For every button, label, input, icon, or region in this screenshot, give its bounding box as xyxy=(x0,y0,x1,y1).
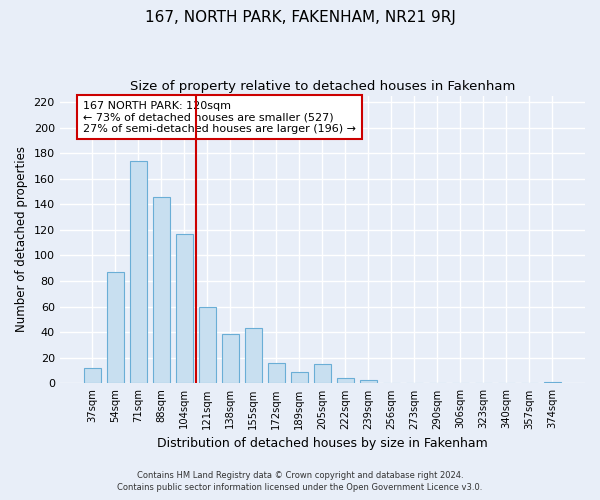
Title: Size of property relative to detached houses in Fakenham: Size of property relative to detached ho… xyxy=(130,80,515,93)
Bar xyxy=(544,382,561,384)
Bar xyxy=(199,306,216,384)
Bar xyxy=(245,328,262,384)
Bar xyxy=(337,378,354,384)
Text: Contains HM Land Registry data © Crown copyright and database right 2024.
Contai: Contains HM Land Registry data © Crown c… xyxy=(118,471,482,492)
Bar xyxy=(221,334,239,384)
Bar xyxy=(130,161,147,384)
Y-axis label: Number of detached properties: Number of detached properties xyxy=(15,146,28,332)
Bar xyxy=(360,380,377,384)
Bar xyxy=(268,363,285,384)
Bar xyxy=(107,272,124,384)
Bar xyxy=(314,364,331,384)
Bar xyxy=(290,372,308,384)
Bar xyxy=(152,196,170,384)
X-axis label: Distribution of detached houses by size in Fakenham: Distribution of detached houses by size … xyxy=(157,437,488,450)
Bar xyxy=(83,368,101,384)
Text: 167 NORTH PARK: 120sqm
← 73% of detached houses are smaller (527)
27% of semi-de: 167 NORTH PARK: 120sqm ← 73% of detached… xyxy=(83,100,356,134)
Text: 167, NORTH PARK, FAKENHAM, NR21 9RJ: 167, NORTH PARK, FAKENHAM, NR21 9RJ xyxy=(145,10,455,25)
Bar xyxy=(176,234,193,384)
